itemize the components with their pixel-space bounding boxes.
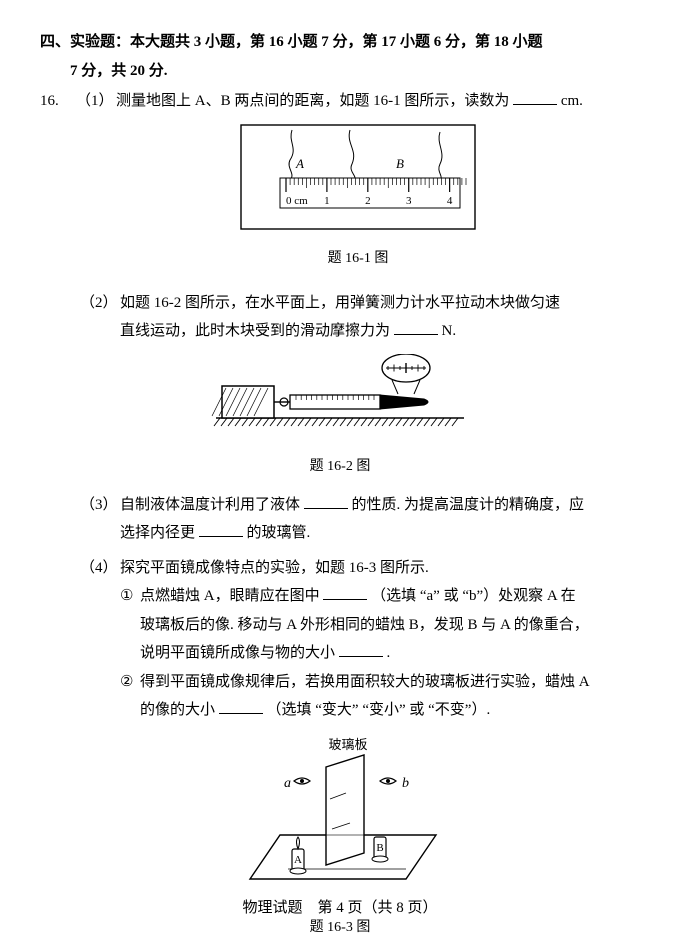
q16-part4: （4） 探究平面镜成像特点的实验，如题 16-3 图所示. ① 点燃蜡烛 A，眼… bbox=[40, 554, 640, 725]
section-number: 四、 bbox=[40, 28, 70, 85]
p4s1-l1b: （选填 “a” 或 “b”）处观察 A 在 bbox=[371, 588, 576, 604]
p4s2-l2b: （选填 “变大” “变小” 或 “不变”）. bbox=[267, 702, 491, 718]
p4s1-l3a: 说明平面镜所成像与物的大小 bbox=[140, 645, 335, 661]
part4-sub1-num: ① bbox=[120, 582, 140, 668]
figure-16-3-svg: 玻璃板 a b A B bbox=[230, 729, 450, 899]
svg-text:b: b bbox=[402, 776, 409, 791]
section-title: 实验题：本大题共 3 小题，第 16 小题 7 分，第 17 小题 6 分，第 … bbox=[70, 28, 640, 85]
q16-part1: （1） 测量地图上 A、B 两点间的距离，如题 16-1 图所示，读数为 cm. bbox=[76, 87, 640, 116]
part1-text-b: cm. bbox=[561, 93, 583, 109]
q16-part3: （3） 自制液体温度计利用了液体 的性质. 为提高温度计的精确度，应 选择内径更… bbox=[40, 491, 640, 548]
part3-blank1[interactable] bbox=[304, 492, 348, 509]
p4s2-l1: 得到平面镜成像规律后，若换用面积较大的玻璃板进行实验，蜡烛 A bbox=[140, 668, 640, 697]
section-header: 四、 实验题：本大题共 3 小题，第 16 小题 7 分，第 17 小题 6 分… bbox=[40, 28, 640, 85]
p4s1-l1a: 点燃蜡烛 A，眼睛应在图中 bbox=[140, 588, 320, 604]
q16-number: 16. bbox=[40, 87, 76, 283]
section-title-line2: 7 分，共 20 分. bbox=[70, 57, 640, 86]
svg-text:0 cm: 0 cm bbox=[286, 195, 308, 207]
p4s1-blank2[interactable] bbox=[339, 641, 383, 658]
svg-text:2: 2 bbox=[365, 195, 371, 207]
svg-text:A: A bbox=[294, 854, 302, 866]
part2-num: （2） bbox=[80, 289, 120, 346]
figure-16-3: 玻璃板 a b A B bbox=[40, 729, 640, 910]
part4-head: 探究平面镜成像特点的实验，如题 16-3 图所示. bbox=[120, 554, 640, 583]
svg-text:a: a bbox=[284, 776, 291, 791]
q16: 16. （1） 测量地图上 A、B 两点间的距离，如题 16-1 图所示，读数为… bbox=[40, 87, 640, 283]
part4-sub1: ① 点燃蜡烛 A，眼睛应在图中 （选填 “a” 或 “b”）处观察 A 在 玻璃… bbox=[120, 582, 640, 668]
p4s2-l2a: 的像的大小 bbox=[140, 702, 215, 718]
part4-sub2-num: ② bbox=[120, 668, 140, 725]
svg-text:1: 1 bbox=[324, 195, 330, 207]
part1-blank[interactable] bbox=[513, 89, 557, 106]
svg-text:4: 4 bbox=[447, 195, 453, 207]
section-title-line1: 实验题：本大题共 3 小题，第 16 小题 7 分，第 17 小题 6 分，第 … bbox=[70, 28, 640, 57]
p4s1-l2: 玻璃板后的像. 移动与 A 外形相同的蜡烛 B，发现 B 与 A 的像重合， bbox=[140, 611, 640, 640]
svg-text:玻璃板: 玻璃板 bbox=[328, 737, 367, 752]
part3-blank2[interactable] bbox=[199, 521, 243, 538]
figure-16-1-svg: 0 cm 1 2 3 4 A B bbox=[240, 124, 476, 230]
part3-l2b: 的玻璃管. bbox=[247, 525, 311, 541]
p4s1-l3b: . bbox=[387, 645, 391, 661]
part1-text-a: 测量地图上 A、B 两点间的距离，如题 16-1 图所示，读数为 bbox=[116, 93, 509, 109]
part2-line2a: 直线运动，此时木块受到的滑动摩擦力为 bbox=[120, 323, 390, 339]
p4s1-blank1[interactable] bbox=[323, 584, 367, 601]
part2-line2b: N. bbox=[442, 323, 457, 339]
figure-16-1: 0 cm 1 2 3 4 A B bbox=[76, 124, 640, 241]
svg-text:A: A bbox=[295, 156, 304, 171]
page-footer: 物理试题 第 4 页（共 8 页） bbox=[0, 894, 680, 923]
q16-part2: （2） 如题 16-2 图所示，在水平面上，用弹簧测力计水平拉动木块做匀速 直线… bbox=[40, 289, 640, 346]
svg-text:B: B bbox=[376, 842, 383, 854]
part1-num: （1） bbox=[76, 87, 116, 116]
figure-16-2-caption: 题 16-2 图 bbox=[40, 454, 640, 481]
part4-sub2: ② 得到平面镜成像规律后，若换用面积较大的玻璃板进行实验，蜡烛 A 的像的大小 … bbox=[120, 668, 640, 725]
p4s2-blank[interactable] bbox=[219, 698, 263, 715]
figure-16-2 bbox=[40, 354, 640, 449]
part3-num: （3） bbox=[80, 491, 120, 548]
part3-l2a: 选择内径更 bbox=[120, 525, 195, 541]
part3-b: 的性质. 为提高温度计的精确度，应 bbox=[352, 497, 585, 513]
figure-16-1-caption: 题 16-1 图 bbox=[76, 246, 640, 273]
svg-text:3: 3 bbox=[406, 195, 412, 207]
svg-text:B: B bbox=[396, 156, 404, 171]
part2-blank[interactable] bbox=[394, 319, 438, 336]
part3-a: 自制液体温度计利用了液体 bbox=[120, 497, 300, 513]
part4-num: （4） bbox=[80, 554, 120, 725]
part2-line1: 如题 16-2 图所示，在水平面上，用弹簧测力计水平拉动木块做匀速 bbox=[120, 289, 640, 318]
figure-16-2-svg bbox=[210, 354, 470, 438]
